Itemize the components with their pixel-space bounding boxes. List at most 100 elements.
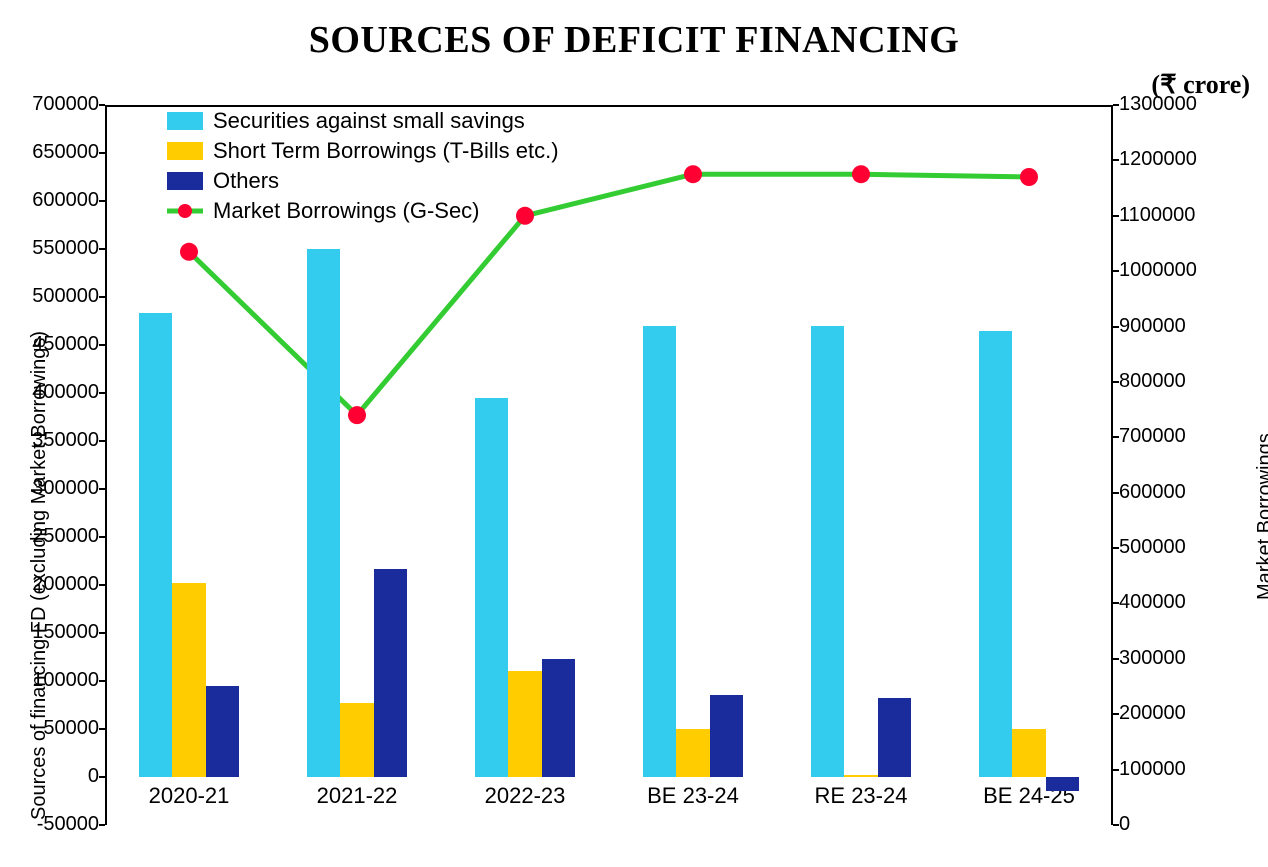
bar <box>172 583 206 777</box>
xtick: RE 23-24 <box>777 783 945 809</box>
ytick-left-mark <box>99 344 105 346</box>
bar <box>340 703 374 777</box>
legend-label: Securities against small savings <box>213 108 525 134</box>
ytick-right-mark <box>1113 381 1119 383</box>
ytick-right: 1300000 <box>1119 93 1229 116</box>
ytick-left-mark <box>99 200 105 202</box>
ytick-left: 400000 <box>9 381 99 404</box>
ytick-left: 550000 <box>9 237 99 260</box>
ytick-right: 900000 <box>1119 315 1229 338</box>
bar <box>206 686 240 777</box>
page-title: SOURCES OF DEFICIT FINANCING <box>0 18 1268 62</box>
ytick-right: 100000 <box>1119 758 1229 781</box>
ytick-left: 650000 <box>9 141 99 164</box>
legend-row: Market Borrowings (G-Sec) <box>167 197 559 225</box>
ytick-left: 150000 <box>9 621 99 644</box>
ytick-right: 300000 <box>1119 647 1229 670</box>
ytick-right-mark <box>1113 326 1119 328</box>
ytick-right-mark <box>1113 492 1119 494</box>
ytick-left-mark <box>99 632 105 634</box>
ytick-right: 400000 <box>1119 591 1229 614</box>
bar <box>811 326 845 777</box>
ytick-left: 500000 <box>9 285 99 308</box>
ytick-left-mark <box>99 392 105 394</box>
ytick-right: 200000 <box>1119 702 1229 725</box>
bar <box>1046 777 1080 791</box>
ytick-right-mark <box>1113 602 1119 604</box>
ytick-left-mark <box>99 584 105 586</box>
ytick-right: 800000 <box>1119 370 1229 393</box>
ytick-left-mark <box>99 680 105 682</box>
y-axis-right-label: Market Borrowings <box>1254 300 1268 600</box>
bar <box>508 671 542 777</box>
legend-swatch-line <box>167 197 203 225</box>
ytick-left-mark <box>99 440 105 442</box>
ytick-right: 500000 <box>1119 536 1229 559</box>
legend: Securities against small savings Short Te… <box>167 107 559 227</box>
legend-swatch <box>167 112 203 130</box>
bar <box>979 331 1013 777</box>
legend-label: Others <box>213 168 279 194</box>
ytick-right-mark <box>1113 769 1119 771</box>
xtick: BE 23-24 <box>609 783 777 809</box>
ytick-right-mark <box>1113 658 1119 660</box>
ytick-left-mark <box>99 152 105 154</box>
ytick-left: 600000 <box>9 189 99 212</box>
ytick-left-mark <box>99 776 105 778</box>
chart-page: SOURCES OF DEFICIT FINANCING (₹ crore) S… <box>0 0 1268 867</box>
ytick-right-mark <box>1113 436 1119 438</box>
ytick-right: 700000 <box>1119 425 1229 448</box>
ytick-left: 200000 <box>9 573 99 596</box>
ytick-left-mark <box>99 248 105 250</box>
legend-row: Others <box>167 167 559 195</box>
ytick-right: 1000000 <box>1119 259 1229 282</box>
legend-label: Market Borrowings (G-Sec) <box>213 198 480 224</box>
bar <box>475 398 509 777</box>
xtick: 2020-21 <box>105 783 273 809</box>
bar <box>676 729 710 777</box>
bar <box>139 313 173 777</box>
xtick: 2022-23 <box>441 783 609 809</box>
ytick-right-mark <box>1113 824 1119 826</box>
ytick-left-mark <box>99 824 105 826</box>
ytick-left-mark <box>99 536 105 538</box>
bar <box>307 249 341 777</box>
legend-swatch <box>167 142 203 160</box>
ytick-left: 300000 <box>9 477 99 500</box>
ytick-right-mark <box>1113 159 1119 161</box>
ytick-left: 450000 <box>9 333 99 356</box>
ytick-left-mark <box>99 728 105 730</box>
ytick-left: 350000 <box>9 429 99 452</box>
legend-row: Securities against small savings <box>167 107 559 135</box>
ytick-left-mark <box>99 104 105 106</box>
ytick-left: 100000 <box>9 669 99 692</box>
legend-swatch <box>167 172 203 190</box>
ytick-right-mark <box>1113 104 1119 106</box>
ytick-left: 0 <box>9 765 99 788</box>
bar <box>878 698 912 777</box>
bar <box>374 569 408 777</box>
ytick-right: 1200000 <box>1119 148 1229 171</box>
chart-area: Securities against small savings Short Te… <box>105 105 1113 825</box>
bar <box>542 659 576 777</box>
xtick: 2021-22 <box>273 783 441 809</box>
bar <box>844 775 878 777</box>
xtick: BE 24-25 <box>945 783 1113 809</box>
bar <box>1012 729 1046 777</box>
legend-row: Short Term Borrowings (T-Bills etc.) <box>167 137 559 165</box>
ytick-left: -50000 <box>9 813 99 836</box>
ytick-right: 1100000 <box>1119 204 1229 227</box>
legend-label: Short Term Borrowings (T-Bills etc.) <box>213 138 559 164</box>
ytick-left-mark <box>99 296 105 298</box>
ytick-left: 700000 <box>9 93 99 116</box>
ytick-left-mark <box>99 488 105 490</box>
ytick-right-mark <box>1113 713 1119 715</box>
ytick-left: 50000 <box>9 717 99 740</box>
bar <box>710 695 744 777</box>
bar <box>643 326 677 777</box>
ytick-right-mark <box>1113 270 1119 272</box>
ytick-right: 600000 <box>1119 481 1229 504</box>
ytick-right-mark <box>1113 547 1119 549</box>
ytick-left: 250000 <box>9 525 99 548</box>
ytick-right: 0 <box>1119 813 1229 836</box>
